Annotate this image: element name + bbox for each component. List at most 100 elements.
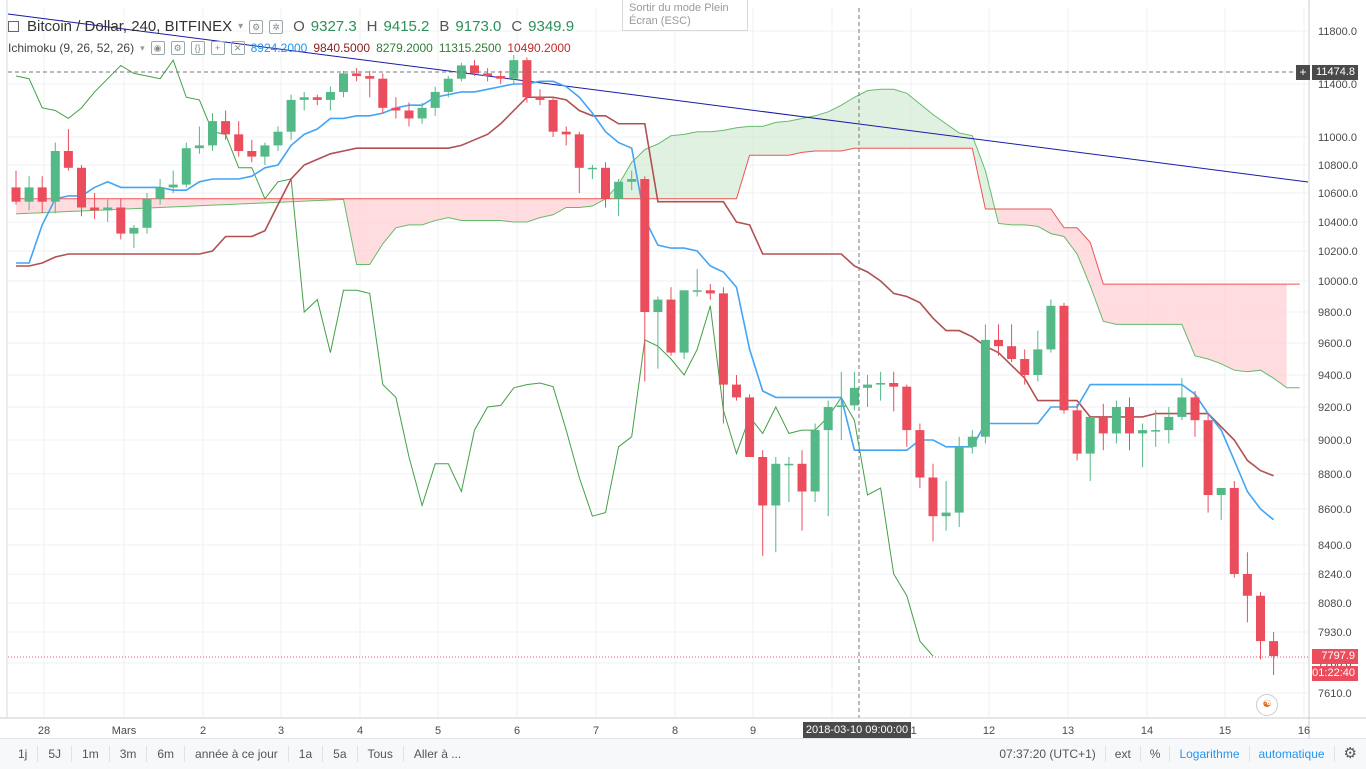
kumo-cloud bbox=[1129, 284, 1143, 325]
plus-icon[interactable]: + bbox=[210, 41, 225, 55]
collapse-icon[interactable] bbox=[8, 21, 19, 32]
kumo-cloud bbox=[723, 127, 737, 199]
candle-body bbox=[1256, 595, 1265, 642]
crosshair-date-tag: 2018-03-10 09:00:00 bbox=[803, 722, 911, 738]
kumo-cloud bbox=[500, 198, 514, 222]
candle-body bbox=[509, 60, 519, 79]
chart-logo-icon[interactable]: ☯ bbox=[1256, 694, 1278, 716]
ohlc-high-label: H bbox=[366, 18, 378, 35]
kumo-cloud bbox=[212, 198, 226, 206]
kumo-cloud bbox=[225, 198, 239, 205]
candle-body bbox=[928, 477, 938, 517]
candle-body bbox=[587, 167, 597, 170]
candle-body bbox=[1098, 416, 1108, 434]
tooltip-line-2: Écran (ESC) bbox=[629, 15, 691, 27]
source-icon[interactable]: {} bbox=[190, 41, 205, 55]
candle-body bbox=[679, 290, 689, 353]
auto-scale-toggle[interactable]: automatique bbox=[1248, 746, 1334, 762]
kumo-cloud bbox=[1064, 227, 1078, 254]
time-tick-label: 6 bbox=[514, 725, 520, 737]
candle-body bbox=[221, 121, 231, 135]
settings-icon[interactable]: ⚙ bbox=[249, 19, 264, 34]
time-tick-label: 4 bbox=[357, 725, 363, 737]
range-6m[interactable]: 6m bbox=[147, 746, 186, 762]
chart-settings-gear-icon[interactable]: ⚙ bbox=[1333, 746, 1366, 762]
gear-icon[interactable]: ✲ bbox=[269, 19, 284, 34]
goto-date-button[interactable]: Aller à ... bbox=[413, 747, 462, 761]
candle-body bbox=[548, 99, 558, 132]
eye-icon[interactable]: ◉ bbox=[150, 41, 165, 55]
kumo-cloud bbox=[998, 208, 1012, 225]
range-1m[interactable]: 1m bbox=[72, 746, 110, 762]
settings-icon[interactable]: ⚙ bbox=[170, 41, 185, 55]
kumo-cloud bbox=[684, 131, 698, 199]
price-tick-label: 9600.0 bbox=[1318, 338, 1352, 350]
close-icon[interactable]: ✕ bbox=[230, 41, 245, 55]
ohlc-low-label: B bbox=[439, 18, 450, 35]
candle-body bbox=[456, 65, 466, 79]
ohlc-close-label: C bbox=[511, 18, 523, 35]
kumo-cloud bbox=[238, 198, 252, 205]
kumo-cloud bbox=[356, 198, 370, 265]
candle-body bbox=[1190, 397, 1200, 421]
percent-scale-toggle[interactable]: % bbox=[1139, 746, 1170, 762]
candle-body bbox=[404, 110, 414, 119]
candle-body bbox=[194, 145, 204, 149]
candle-body bbox=[63, 151, 73, 168]
price-tick-label: 9800.0 bbox=[1318, 307, 1352, 319]
extended-hours-toggle[interactable]: ext bbox=[1104, 746, 1140, 762]
candle-body bbox=[915, 430, 925, 478]
log-scale-toggle[interactable]: Logarithme bbox=[1169, 746, 1248, 762]
kumo-cloud bbox=[29, 198, 43, 214]
symbol-dropdown-icon[interactable]: ▾ bbox=[238, 21, 244, 32]
kumo-cloud bbox=[1116, 284, 1130, 325]
kumo-cloud bbox=[1103, 284, 1117, 325]
candle-body bbox=[718, 293, 728, 385]
candle-body bbox=[1269, 641, 1279, 657]
range-all[interactable]: Tous bbox=[358, 746, 404, 762]
candle-body bbox=[378, 78, 388, 108]
time-tick-label: 14 bbox=[1141, 725, 1153, 737]
kumo-cloud bbox=[1037, 208, 1051, 234]
candle-body bbox=[339, 73, 348, 92]
bottom-right-controls: 07:37:20 (UTC+1) ext % Logarithme automa… bbox=[990, 739, 1366, 769]
candle-body bbox=[561, 131, 571, 135]
candle-body bbox=[103, 207, 113, 211]
range-3m[interactable]: 3m bbox=[110, 746, 148, 762]
price-tick-label: 11000.0 bbox=[1318, 132, 1357, 144]
range-1y[interactable]: 1a bbox=[289, 746, 324, 762]
symbol-title[interactable]: Bitcoin / Dollar, 240, BITFINEX bbox=[27, 18, 233, 35]
kumo-cloud bbox=[422, 198, 436, 225]
price-tick-label: 8600.0 bbox=[1318, 504, 1352, 516]
kumo-cloud bbox=[959, 133, 973, 149]
add-alert-icon[interactable]: + bbox=[1296, 65, 1310, 80]
kumo-cloud bbox=[474, 198, 488, 221]
range-1d[interactable]: 1j bbox=[0, 746, 39, 762]
time-tick-label: 5 bbox=[435, 725, 441, 737]
candle-body bbox=[574, 134, 584, 168]
ohlc-high-value: 9415.2 bbox=[383, 18, 430, 35]
candle-body bbox=[1216, 488, 1226, 495]
kumo-cloud bbox=[815, 111, 829, 151]
kumo-cloud bbox=[657, 135, 671, 199]
time-tick-label: 16 bbox=[1298, 725, 1310, 737]
kumo-cloud bbox=[160, 198, 174, 208]
indicator-name[interactable]: Ichimoku (9, 26, 52, 26) bbox=[8, 41, 135, 55]
candle-body bbox=[299, 97, 309, 100]
candle-body bbox=[496, 76, 506, 79]
candle-body bbox=[273, 131, 283, 146]
senkou-a-value: 11315.2500 bbox=[438, 41, 502, 55]
range-ytd[interactable]: année à ce jour bbox=[185, 746, 289, 762]
range-5y[interactable]: 5a bbox=[323, 746, 358, 762]
candle-body bbox=[941, 512, 951, 517]
kumo-cloud bbox=[1142, 284, 1156, 325]
indicator-dropdown-icon[interactable]: ▾ bbox=[140, 42, 145, 53]
candle-body bbox=[1229, 488, 1239, 574]
clock-display[interactable]: 07:37:20 (UTC+1) bbox=[999, 747, 1096, 761]
range-5d[interactable]: 5J bbox=[38, 746, 73, 762]
candle-body bbox=[365, 76, 375, 79]
kumo-cloud bbox=[55, 198, 69, 213]
candle-body bbox=[535, 97, 545, 100]
